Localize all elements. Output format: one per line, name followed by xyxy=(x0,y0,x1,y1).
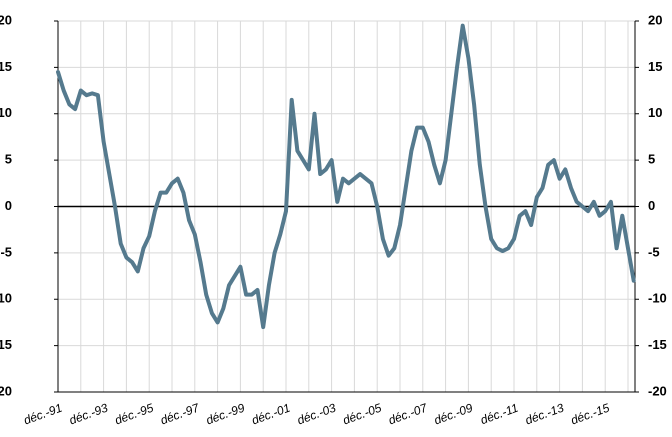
y2-tick-label: 5 xyxy=(648,152,655,167)
y-tick-label: 15 xyxy=(0,59,12,74)
x-tick-label: déc.-93 xyxy=(67,401,110,428)
x-tick-label: déc.-07 xyxy=(387,400,431,427)
x-tick-label: déc.-01 xyxy=(250,401,292,428)
y2-tick-label: 15 xyxy=(648,59,662,74)
y2-tick-label: 10 xyxy=(648,105,662,120)
y-tick-label: -15 xyxy=(0,337,12,352)
x-tick-label: déc.-15 xyxy=(569,401,612,428)
y2-tick-label: -10 xyxy=(648,291,667,306)
x-tick-label: déc.-05 xyxy=(341,401,384,428)
y2-tick-label: 20 xyxy=(648,12,662,27)
x-tick-label: déc.-03 xyxy=(295,401,338,428)
line xyxy=(56,23,636,330)
y-tick-label: 0 xyxy=(5,198,12,213)
x-tick-label: déc.-95 xyxy=(113,401,156,428)
x-tick-label: déc.-13 xyxy=(523,401,566,428)
x-tick-label: déc.-11 xyxy=(479,401,521,428)
y-tick-label: 20 xyxy=(0,12,12,27)
x-tick-label: déc.-91 xyxy=(22,401,64,428)
x-tick-label: déc.-09 xyxy=(432,401,475,428)
x-tick-label: déc.-99 xyxy=(204,401,247,428)
y-tick-label: 5 xyxy=(5,152,12,167)
y-tick-label: 10 xyxy=(0,105,12,120)
y-tick-label: -20 xyxy=(0,383,12,398)
y2-tick-label: -20 xyxy=(648,383,667,398)
y2-tick-label: -15 xyxy=(648,337,667,352)
y2-tick-label: 0 xyxy=(648,198,655,213)
y2-tick-label: -5 xyxy=(648,244,660,259)
x-tick-label: déc.-97 xyxy=(159,400,203,427)
y-tick-label: -10 xyxy=(0,291,12,306)
y-tick-label: -5 xyxy=(0,244,12,259)
